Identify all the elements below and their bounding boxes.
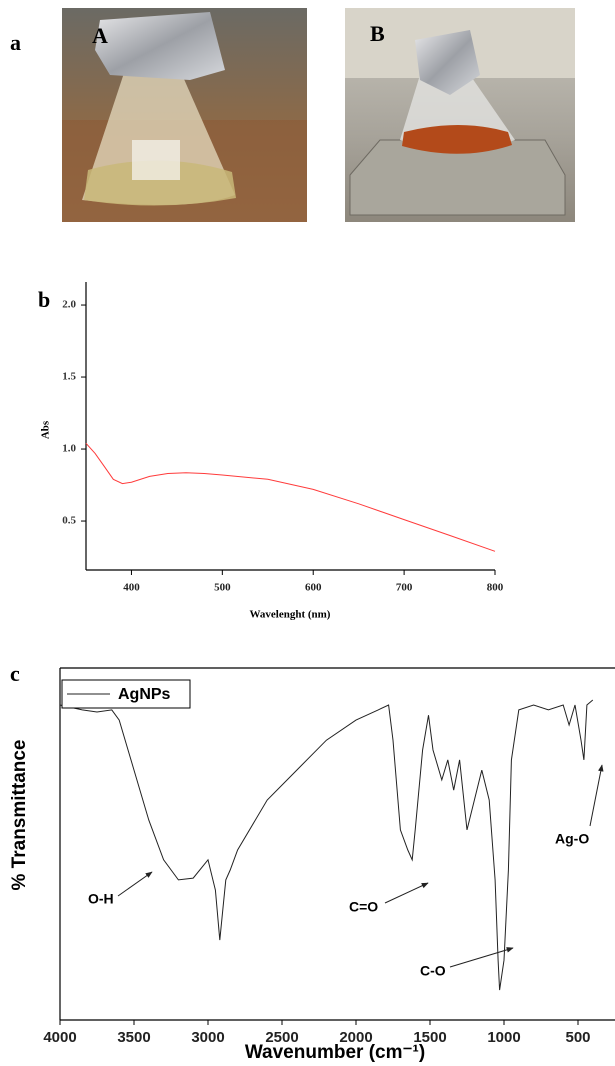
photo-b [345,8,575,222]
x-tick-label: 500 [565,1029,590,1046]
x-tick-label: 3000 [191,1029,224,1046]
x-tick-label: 3500 [117,1029,150,1046]
x-tick-label: 4000 [43,1029,76,1046]
y-axis-label: Abs [40,420,52,439]
annotation: C=O [349,899,378,915]
y-tick-label: 0.5 [62,515,76,527]
y-tick-label: 1.0 [62,443,76,455]
photo-label: A [92,23,108,48]
data-line [85,442,496,552]
panel-label: c [10,661,20,686]
x-tick-label: 600 [305,582,322,594]
x-axis-label: Wavelenght (nm) [250,609,331,621]
annotation-arrow [589,764,604,827]
y-tick-label: 2.0 [62,299,76,311]
legend-label: AgNPs [118,686,171,703]
annotation: O-H [88,891,114,907]
x-tick-label: 2000 [339,1029,372,1046]
panel-label: a [10,30,21,55]
y-axis-label: % Transmittance [9,740,30,891]
annotation-arrow [117,871,153,897]
panel-label: b [38,287,50,312]
x-tick-label: 400 [123,582,140,594]
data-line [59,699,594,991]
annotation-arrow [449,947,514,968]
annotation: C-O [420,963,446,979]
x-tick-label: 500 [214,582,231,594]
x-tick-label: 700 [396,582,413,594]
photo-a [62,8,307,222]
annotation-arrow [384,882,429,904]
x-tick-label: 800 [487,582,504,594]
x-tick-label: 1000 [487,1029,520,1046]
x-tick-label: 2500 [265,1029,298,1046]
photo-label: B [370,21,385,46]
y-tick-label: 1.5 [62,371,76,383]
x-axis-label: Wavenumber (cm⁻¹) [245,1042,425,1063]
x-tick-label: 1500 [413,1029,446,1046]
annotation: Ag-O [555,831,589,847]
